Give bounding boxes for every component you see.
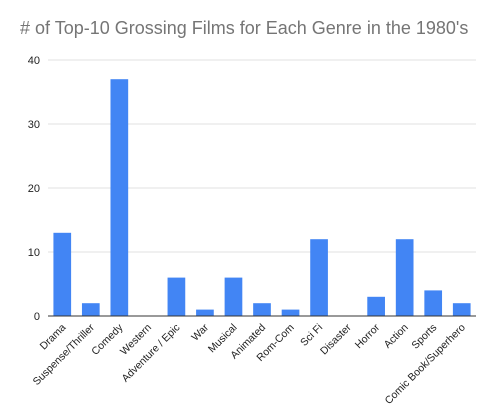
bar [110,79,129,316]
bar [395,239,414,316]
bar [452,303,471,316]
x-tick-label: Action [382,322,411,351]
y-tick-label: 30 [28,119,40,131]
x-tick-label: War [189,321,211,343]
bar [53,232,72,316]
y-tick-label: 0 [34,311,40,323]
bar [281,309,300,316]
bar [81,303,100,316]
x-tick-label: Horror [353,321,383,351]
x-tick-label: Disaster [318,321,354,357]
y-tick-label: 40 [28,55,40,67]
y-tick-label: 20 [28,183,40,195]
chart-title: # of Top-10 Grossing Films for Each Genr… [20,18,469,38]
bar [196,309,214,316]
bar [167,277,186,316]
bar [253,303,271,316]
y-tick-label: 10 [28,247,40,259]
bar [424,290,443,316]
bar [367,296,385,316]
bar [310,239,328,316]
bar [224,277,243,316]
